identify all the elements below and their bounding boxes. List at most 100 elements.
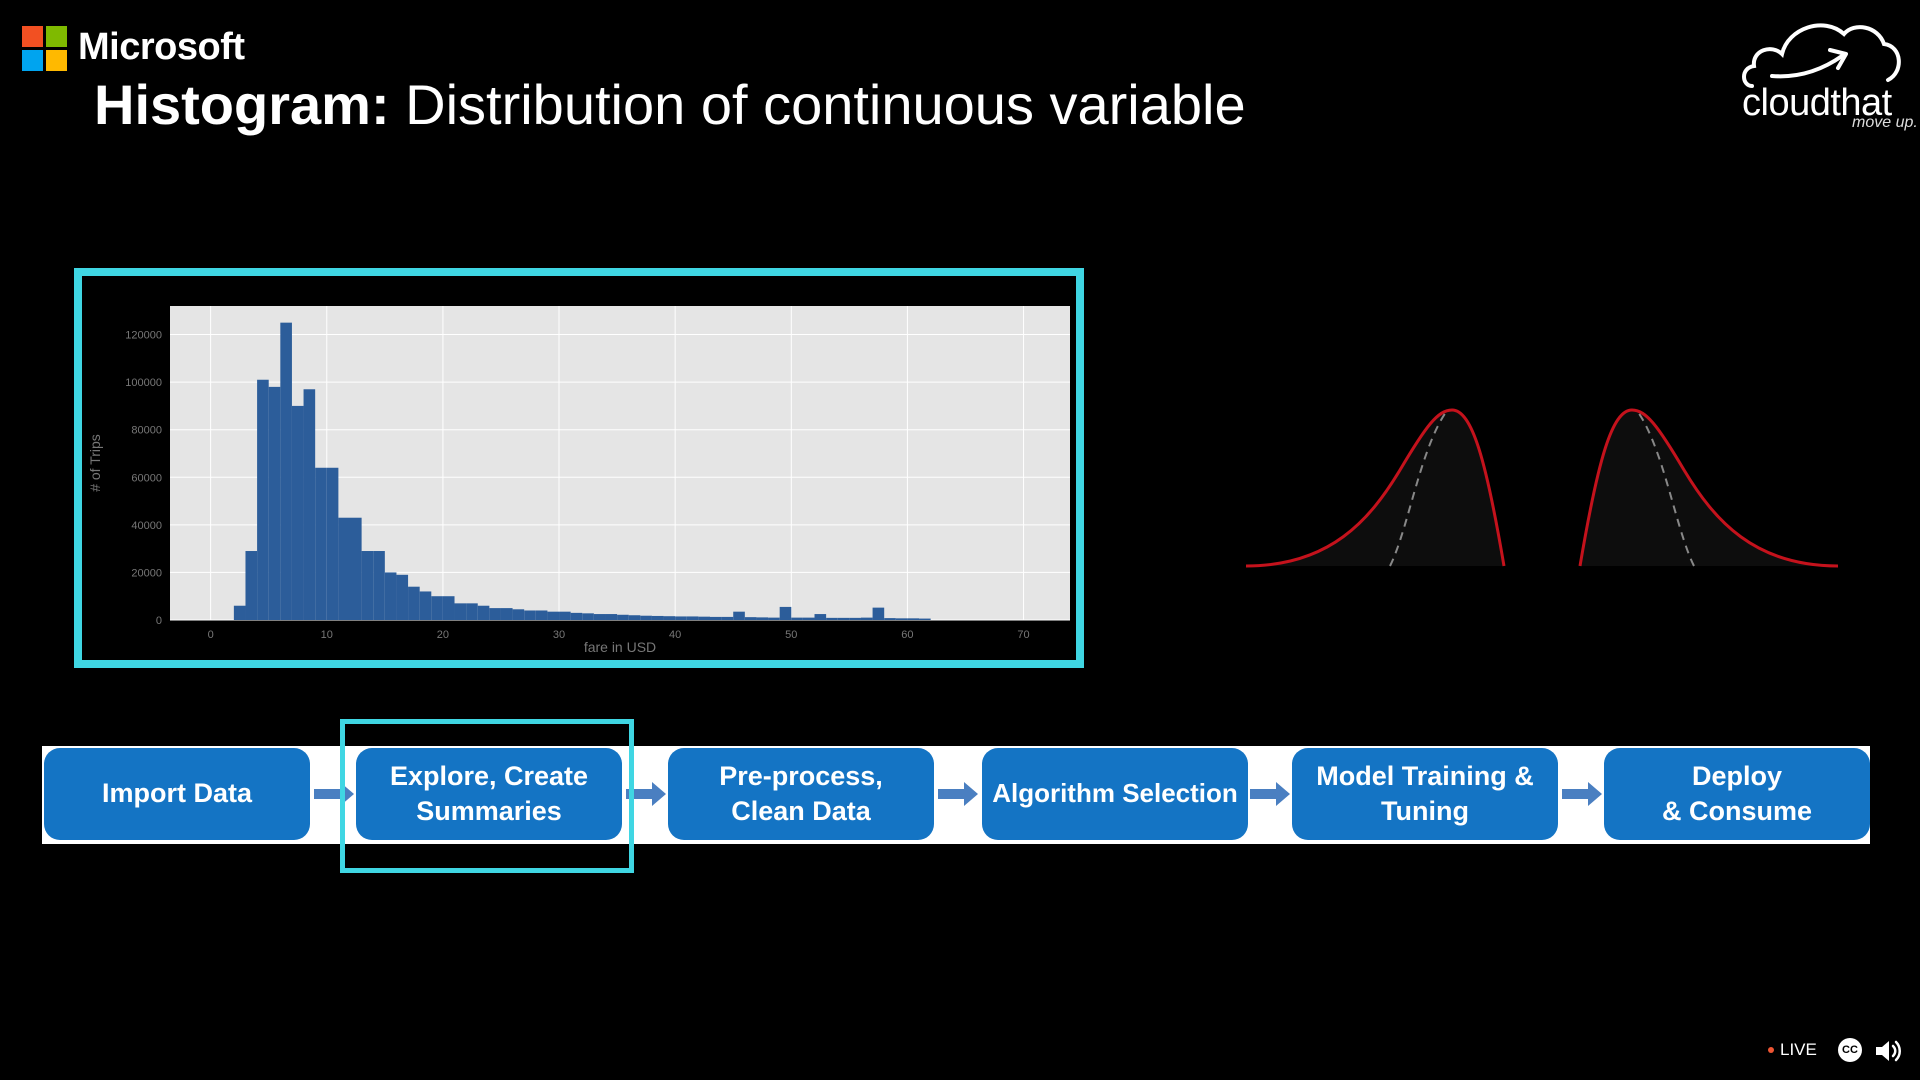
histogram-bar [361, 551, 374, 620]
histogram-bar [814, 614, 827, 620]
x-tick-label: 20 [437, 629, 449, 641]
x-tick-label: 10 [321, 629, 333, 641]
histogram-bar [756, 617, 769, 620]
arrow-right-icon [1250, 782, 1290, 806]
arrow-right-icon [1562, 782, 1602, 806]
histogram-bar [651, 615, 664, 620]
histogram-bar [547, 611, 560, 620]
y-tick-label: 60000 [131, 472, 162, 484]
histogram-bar [617, 614, 629, 620]
histogram-bar [535, 610, 548, 620]
histogram-bar [245, 551, 258, 620]
histogram-bar [919, 618, 931, 620]
arrow-right-icon [626, 782, 666, 806]
histogram-bar [442, 596, 455, 620]
step-import-data: Import Data [44, 748, 310, 840]
histogram-bar [338, 517, 350, 620]
histogram-bar [524, 610, 536, 620]
histogram-bar [489, 608, 501, 620]
histogram-bar [559, 611, 571, 620]
y-tick-label: 0 [156, 615, 162, 627]
volume-icon[interactable] [1874, 1038, 1902, 1064]
live-dot-icon [1768, 1047, 1774, 1053]
histogram-bar [315, 467, 327, 620]
histogram-frame: 0 20000 40000 60000 80000 100000 120000 0 10 20 3… [74, 268, 1084, 668]
x-tick-label: 60 [901, 629, 913, 641]
histogram-bar [326, 467, 339, 620]
histogram-bar [570, 612, 583, 620]
histogram-bar [768, 617, 780, 620]
x-tick-labels: 0 10 20 30 40 50 60 70 [208, 629, 1030, 641]
histogram-bar [454, 603, 467, 620]
histogram-bar [802, 617, 815, 620]
x-tick-label: 40 [669, 629, 681, 641]
step-explore-create-summaries: Explore, Create Summaries [356, 748, 622, 840]
histogram-bar [710, 616, 722, 620]
live-indicator: LIVE [1768, 1040, 1817, 1060]
y-tick-label: 120000 [125, 330, 162, 342]
step-model-training-tuning: Model Training & Tuning [1292, 748, 1558, 840]
histogram-bar [593, 614, 606, 620]
microsoft-wordmark: Microsoft [78, 26, 245, 68]
closed-captions-icon[interactable]: CC [1838, 1038, 1862, 1062]
histogram-bar [303, 389, 316, 620]
histogram-bar [512, 609, 525, 620]
histogram-bar [605, 614, 618, 620]
histogram-bar [698, 616, 710, 620]
x-tick-label: 50 [785, 629, 797, 641]
step-deploy-consume: Deploy & Consume [1604, 748, 1870, 840]
histogram-bar [826, 617, 838, 620]
histogram-bar [477, 605, 490, 620]
y-tick-label: 40000 [131, 520, 162, 532]
cloudthat-cloud-icon [1742, 23, 1901, 88]
cloudthat-wordmark: cloudthat [1742, 82, 1892, 124]
histogram-bar [431, 596, 443, 620]
live-label: LIVE [1780, 1040, 1817, 1059]
histogram-bar [721, 616, 734, 620]
histogram-bar [257, 379, 269, 620]
histogram-bar [408, 586, 420, 620]
histogram-bar [907, 618, 920, 620]
histogram-bar [419, 591, 432, 620]
y-tick-labels: 0 20000 40000 60000 80000 100000 120000 [125, 330, 162, 627]
highlight-box [340, 719, 634, 873]
histogram-bar [895, 618, 908, 620]
histogram-bar [233, 605, 246, 620]
histogram-bars [233, 322, 931, 620]
step-algorithm-selection: Algorithm Selection [982, 748, 1248, 840]
histogram-bar [500, 608, 513, 620]
histogram-bar [466, 603, 478, 620]
histogram-bar [291, 405, 304, 620]
histogram-bar [384, 572, 397, 620]
y-tick-label: 100000 [125, 377, 162, 389]
histogram-bar [350, 517, 362, 620]
histogram-bar [837, 617, 850, 620]
slide-title-rest: Distribution of continuous variable [389, 73, 1246, 136]
slide-title-bold: Histogram: [94, 73, 390, 136]
y-tick-label: 80000 [131, 425, 162, 437]
histogram-bar [582, 613, 594, 620]
histogram-chart: 0 20000 40000 60000 80000 100000 120000 0 10 20 3… [87, 306, 1070, 655]
histogram-bar [872, 607, 885, 620]
histogram-bar [268, 386, 281, 620]
histogram-bar [744, 617, 757, 620]
histogram-bar [686, 616, 699, 620]
histogram-bar [280, 322, 292, 620]
histogram-bar [849, 617, 861, 620]
histogram-bar [663, 616, 676, 620]
histogram-bar [373, 551, 385, 620]
histogram-bar [675, 616, 687, 620]
cloudthat-tagline: move up. [1852, 114, 1918, 131]
slide-title: Histogram: Distribution of continuous va… [94, 72, 1246, 137]
arrow-right-icon [938, 782, 978, 806]
histogram-bar [860, 617, 873, 620]
histogram-bar [640, 615, 652, 620]
x-axis-label: fare in USD [584, 639, 656, 655]
skewed-distribution-curves-icon [1245, 408, 1839, 568]
histogram-bar [396, 574, 409, 620]
step-preprocess-clean-data: Pre-process, Clean Data [668, 748, 934, 840]
y-axis-label: # of Trips [87, 434, 103, 492]
x-tick-label: 70 [1017, 629, 1029, 641]
histogram-bar [733, 611, 745, 620]
histogram-bar [791, 617, 803, 620]
